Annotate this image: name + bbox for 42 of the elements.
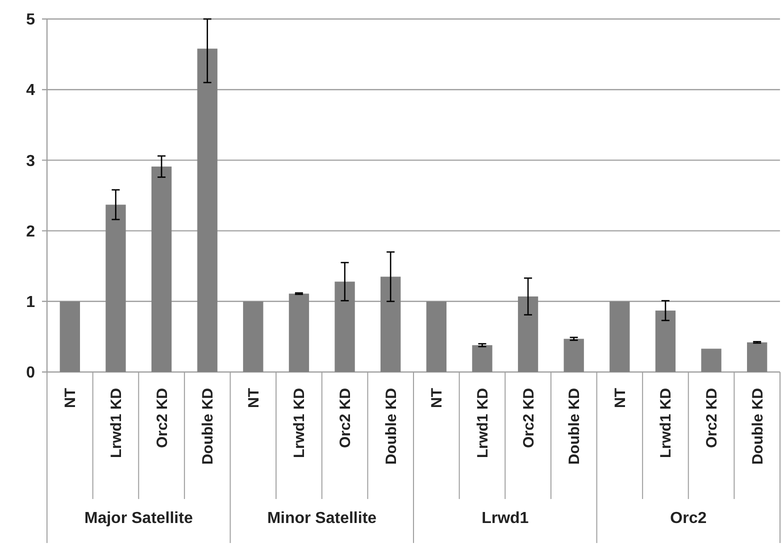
x-tick-label: Lrwd1 KD <box>474 388 492 458</box>
x-tick-label: Double KD <box>749 388 766 465</box>
bar <box>518 296 538 372</box>
x-tick-label: NT <box>62 388 80 408</box>
bar <box>151 166 172 372</box>
bar <box>106 204 126 372</box>
x-tick-label: Lrwd1 KD <box>291 388 308 458</box>
x-tick-label: Double KD <box>566 388 584 465</box>
x-tick-label: Orc2 KD <box>154 388 171 448</box>
x-tick-label: NT <box>245 388 262 408</box>
y-tick-label: 4 <box>26 82 36 100</box>
bar <box>701 348 722 372</box>
bar <box>197 48 218 372</box>
x-tick-label: NT <box>428 388 446 408</box>
text: Major Satellite <box>84 510 193 527</box>
text: Minor Satellite <box>267 510 377 527</box>
x-tick-label: Orc2 KD <box>704 388 721 448</box>
text: Lrwd1 <box>482 510 529 527</box>
x-tick-label: Lrwd1 KD <box>658 388 675 458</box>
bar <box>472 345 492 372</box>
bar <box>288 294 310 372</box>
x-tick-label: Orc2 KD <box>520 388 538 448</box>
bar <box>60 301 80 372</box>
x-tick-label: Double KD <box>382 388 400 465</box>
bar <box>334 282 355 372</box>
x-tick-label: NT <box>612 388 629 408</box>
bar <box>243 301 264 372</box>
bar <box>564 338 584 372</box>
bar <box>610 301 630 372</box>
y-tick-label: 0 <box>26 364 36 382</box>
bar <box>747 342 768 372</box>
y-tick-label: 5 <box>26 12 36 29</box>
bar <box>426 301 446 372</box>
y-tick-label: 3 <box>26 152 36 170</box>
x-tick-label: Lrwd1 KD <box>108 388 125 458</box>
y-tick-label: 1 <box>26 294 36 311</box>
bar <box>380 276 401 372</box>
x-tick-label: Double KD <box>200 388 217 465</box>
text: Orc2 <box>670 510 707 527</box>
bar <box>655 310 676 372</box>
y-tick-label: 2 <box>26 223 36 240</box>
x-tick-label: Orc2 KD <box>337 388 354 448</box>
